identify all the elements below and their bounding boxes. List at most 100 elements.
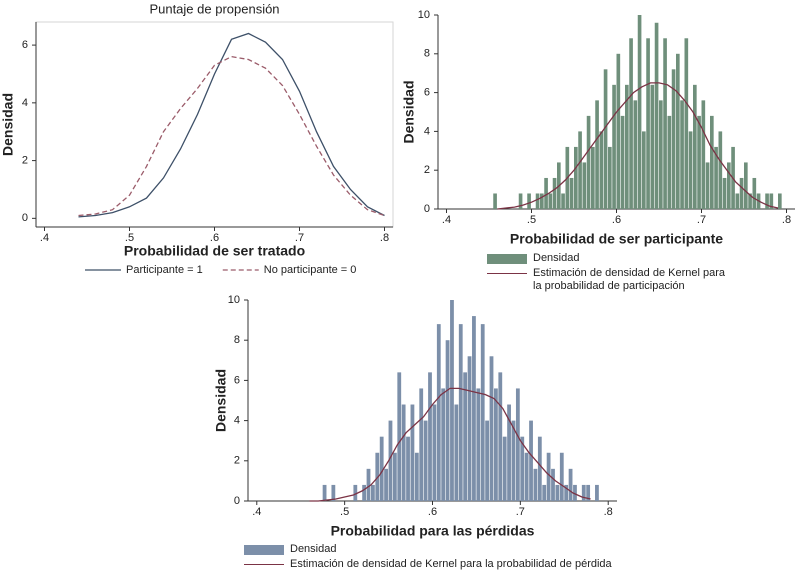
density-line — [78, 55, 385, 217]
histogram-bar — [595, 484, 599, 501]
y-tick-label: 2 — [234, 455, 240, 467]
histogram-bar — [419, 388, 424, 501]
histogram-bar — [524, 452, 529, 501]
density-line — [497, 82, 779, 210]
histogram-bar — [744, 162, 748, 209]
histogram-bar — [476, 388, 481, 501]
density-line — [309, 387, 591, 502]
histogram-bar — [680, 100, 684, 209]
histogram-bar — [445, 340, 450, 501]
histogram-bar — [676, 53, 680, 209]
histogram-bar — [527, 193, 531, 209]
legend-label: No participante = 0 — [264, 264, 357, 276]
histogram-bar — [546, 452, 551, 501]
y-tick-label: 6 — [234, 374, 240, 386]
histogram-bar — [620, 115, 625, 209]
x-tick-label: .8 — [782, 214, 791, 226]
legend-item: Densidad — [487, 252, 727, 265]
histogram-bar — [581, 484, 586, 501]
histogram-bar — [544, 177, 548, 209]
histogram-bar — [432, 404, 437, 501]
y-tick-label: 2 — [424, 164, 430, 176]
histogram-bar — [667, 115, 672, 209]
histogram-bar — [748, 193, 752, 209]
x-axis-title: Probabilidad de ser tratado — [124, 243, 305, 259]
histogram-bar — [397, 372, 402, 501]
histogram-bar — [322, 484, 327, 501]
histogram-bar — [564, 484, 569, 501]
legend: Densidad Estimación de densidad de Kernel… — [244, 543, 664, 573]
histogram-bar — [722, 177, 727, 209]
histogram-bar — [569, 177, 574, 209]
histogram-bar — [616, 53, 621, 209]
histogram-bar — [353, 484, 358, 501]
histogram-bar — [688, 131, 693, 209]
y-tick-label: 0 — [234, 495, 240, 507]
histogram-bar — [366, 468, 371, 501]
legend-item: Estimación de densidad de Kernel para la… — [244, 558, 664, 571]
histogram-bar — [498, 372, 503, 501]
y-tick-label: 10 — [418, 9, 430, 21]
histogram-bar — [458, 324, 463, 501]
y-tick-label: 4 — [22, 97, 28, 109]
histogram-bar — [472, 316, 476, 501]
x-axis-title: Probabilidad para las pérdidas — [331, 523, 535, 539]
histogram-bar — [697, 115, 701, 209]
legend-label: Densidad — [290, 543, 337, 555]
legend-label: Densidad — [533, 252, 580, 264]
histogram-bar — [573, 484, 577, 501]
histogram-bar — [718, 131, 723, 209]
x-tick-label: .5 — [527, 214, 536, 226]
histogram-bar — [518, 193, 523, 209]
y-tick-label: 6 — [22, 39, 28, 51]
histogram-bar — [568, 468, 573, 501]
x-tick-label: .5 — [125, 232, 134, 244]
histogram-bar — [331, 484, 336, 501]
histogram-bar — [654, 22, 659, 210]
x-tick-label: .6 — [612, 214, 621, 226]
chart-panel: Puntaje de propensión Probabilidad de ser… — [0, 1, 394, 276]
histogram-bar — [693, 84, 697, 209]
x-tick-label: .7 — [697, 214, 706, 226]
histogram-bar — [612, 84, 616, 209]
histogram-bar — [603, 69, 608, 209]
histogram-bar — [428, 372, 432, 501]
histogram-bar — [705, 162, 710, 209]
y-tick-label: 4 — [234, 415, 240, 427]
histogram-bar — [769, 193, 774, 209]
histogram-bar — [735, 193, 740, 209]
histogram-bar — [659, 100, 663, 209]
chart-title: Puntaje de propensión — [149, 1, 279, 16]
histogram-bar — [629, 38, 633, 209]
histogram-bar — [752, 177, 757, 209]
y-tick-label: 4 — [424, 125, 430, 137]
histogram-bar — [406, 436, 410, 501]
legend-key — [487, 254, 527, 264]
histogram-bar — [778, 193, 782, 209]
histogram-bar — [608, 146, 612, 209]
histogram-bar — [595, 100, 599, 209]
legend-label: Estimación de densidad de Kernel para la… — [533, 267, 726, 292]
histogram-bar — [548, 193, 553, 209]
histogram-bar — [502, 436, 507, 501]
y-tick-label: 0 — [22, 212, 28, 224]
x-tick-label: .6 — [210, 232, 219, 244]
y-tick-label: 0 — [424, 203, 430, 215]
histogram-bar — [625, 84, 629, 209]
histogram-bar — [362, 484, 367, 501]
x-tick-label: .4 — [442, 214, 451, 226]
x-tick-label: .4 — [40, 232, 49, 244]
histogram-bar — [450, 300, 454, 501]
y-tick-label: 8 — [234, 334, 240, 346]
histogram-bar — [561, 193, 565, 209]
histogram-bar — [555, 484, 560, 501]
histogram-bar — [701, 100, 706, 209]
histogram-bar — [494, 388, 498, 501]
histogram-bar — [436, 324, 441, 501]
histogram-bar — [537, 436, 542, 501]
histogram-bar — [540, 193, 544, 209]
histogram-bar — [441, 388, 446, 501]
histogram-bar — [515, 388, 520, 501]
